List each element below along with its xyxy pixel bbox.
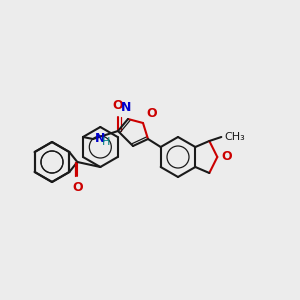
Text: O: O [146,107,157,120]
Text: O: O [221,151,232,164]
Text: N: N [95,131,105,145]
Text: O: O [72,181,83,194]
Text: N: N [121,101,131,114]
Text: CH₃: CH₃ [224,132,245,142]
Text: O: O [113,99,123,112]
Text: H: H [102,137,110,147]
